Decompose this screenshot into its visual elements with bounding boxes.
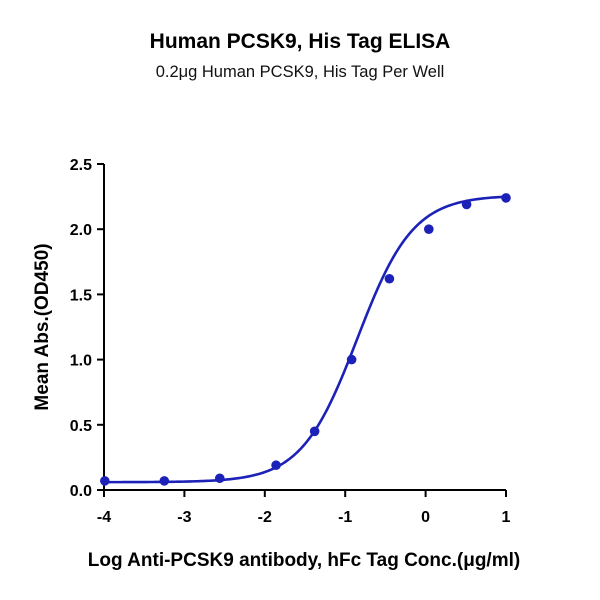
x-ticks: -4 -3 -2 -1 0 1 [97,490,511,526]
chart-subtitle: 0.2μg Human PCSK9, His Tag Per Well [155,63,445,81]
x-tick-label: -4 [97,509,111,526]
axes [103,164,506,491]
y-ticks: 0.0 0.5 1.0 1.5 2.0 2.5 [70,157,104,500]
data-point [214,473,225,484]
x-tick-label: -2 [258,509,272,526]
data-point [501,193,511,203]
y-axis-label: Mean Abs.(OD450) [32,243,53,410]
data-point [159,476,170,486]
data-points [100,193,511,486]
data-point [346,354,357,365]
data-point [384,273,395,284]
x-tick-label: -3 [177,509,191,526]
x-tick-label: 0 [421,509,430,526]
y-tick-label: 2.0 [70,222,92,239]
y-tick-label: 0.5 [70,418,92,435]
y-tick-label: 1.0 [70,353,92,370]
data-point [461,199,472,210]
y-tick-label: 1.5 [70,287,92,304]
x-tick-label: -1 [338,509,352,526]
chart-title: Human PCSK9, His Tag ELISA [149,30,451,53]
x-axis-label: Log Anti-PCSK9 antibody, hFc Tag Conc.(μ… [88,550,520,571]
data-point [100,476,110,486]
data-point [271,460,281,471]
data-point [424,224,434,234]
x-tick-label: 1 [502,509,511,526]
fit-curve [104,195,507,484]
data-point [309,426,320,437]
y-tick-label: 2.5 [70,157,92,174]
y-tick-label: 0.0 [70,483,92,500]
